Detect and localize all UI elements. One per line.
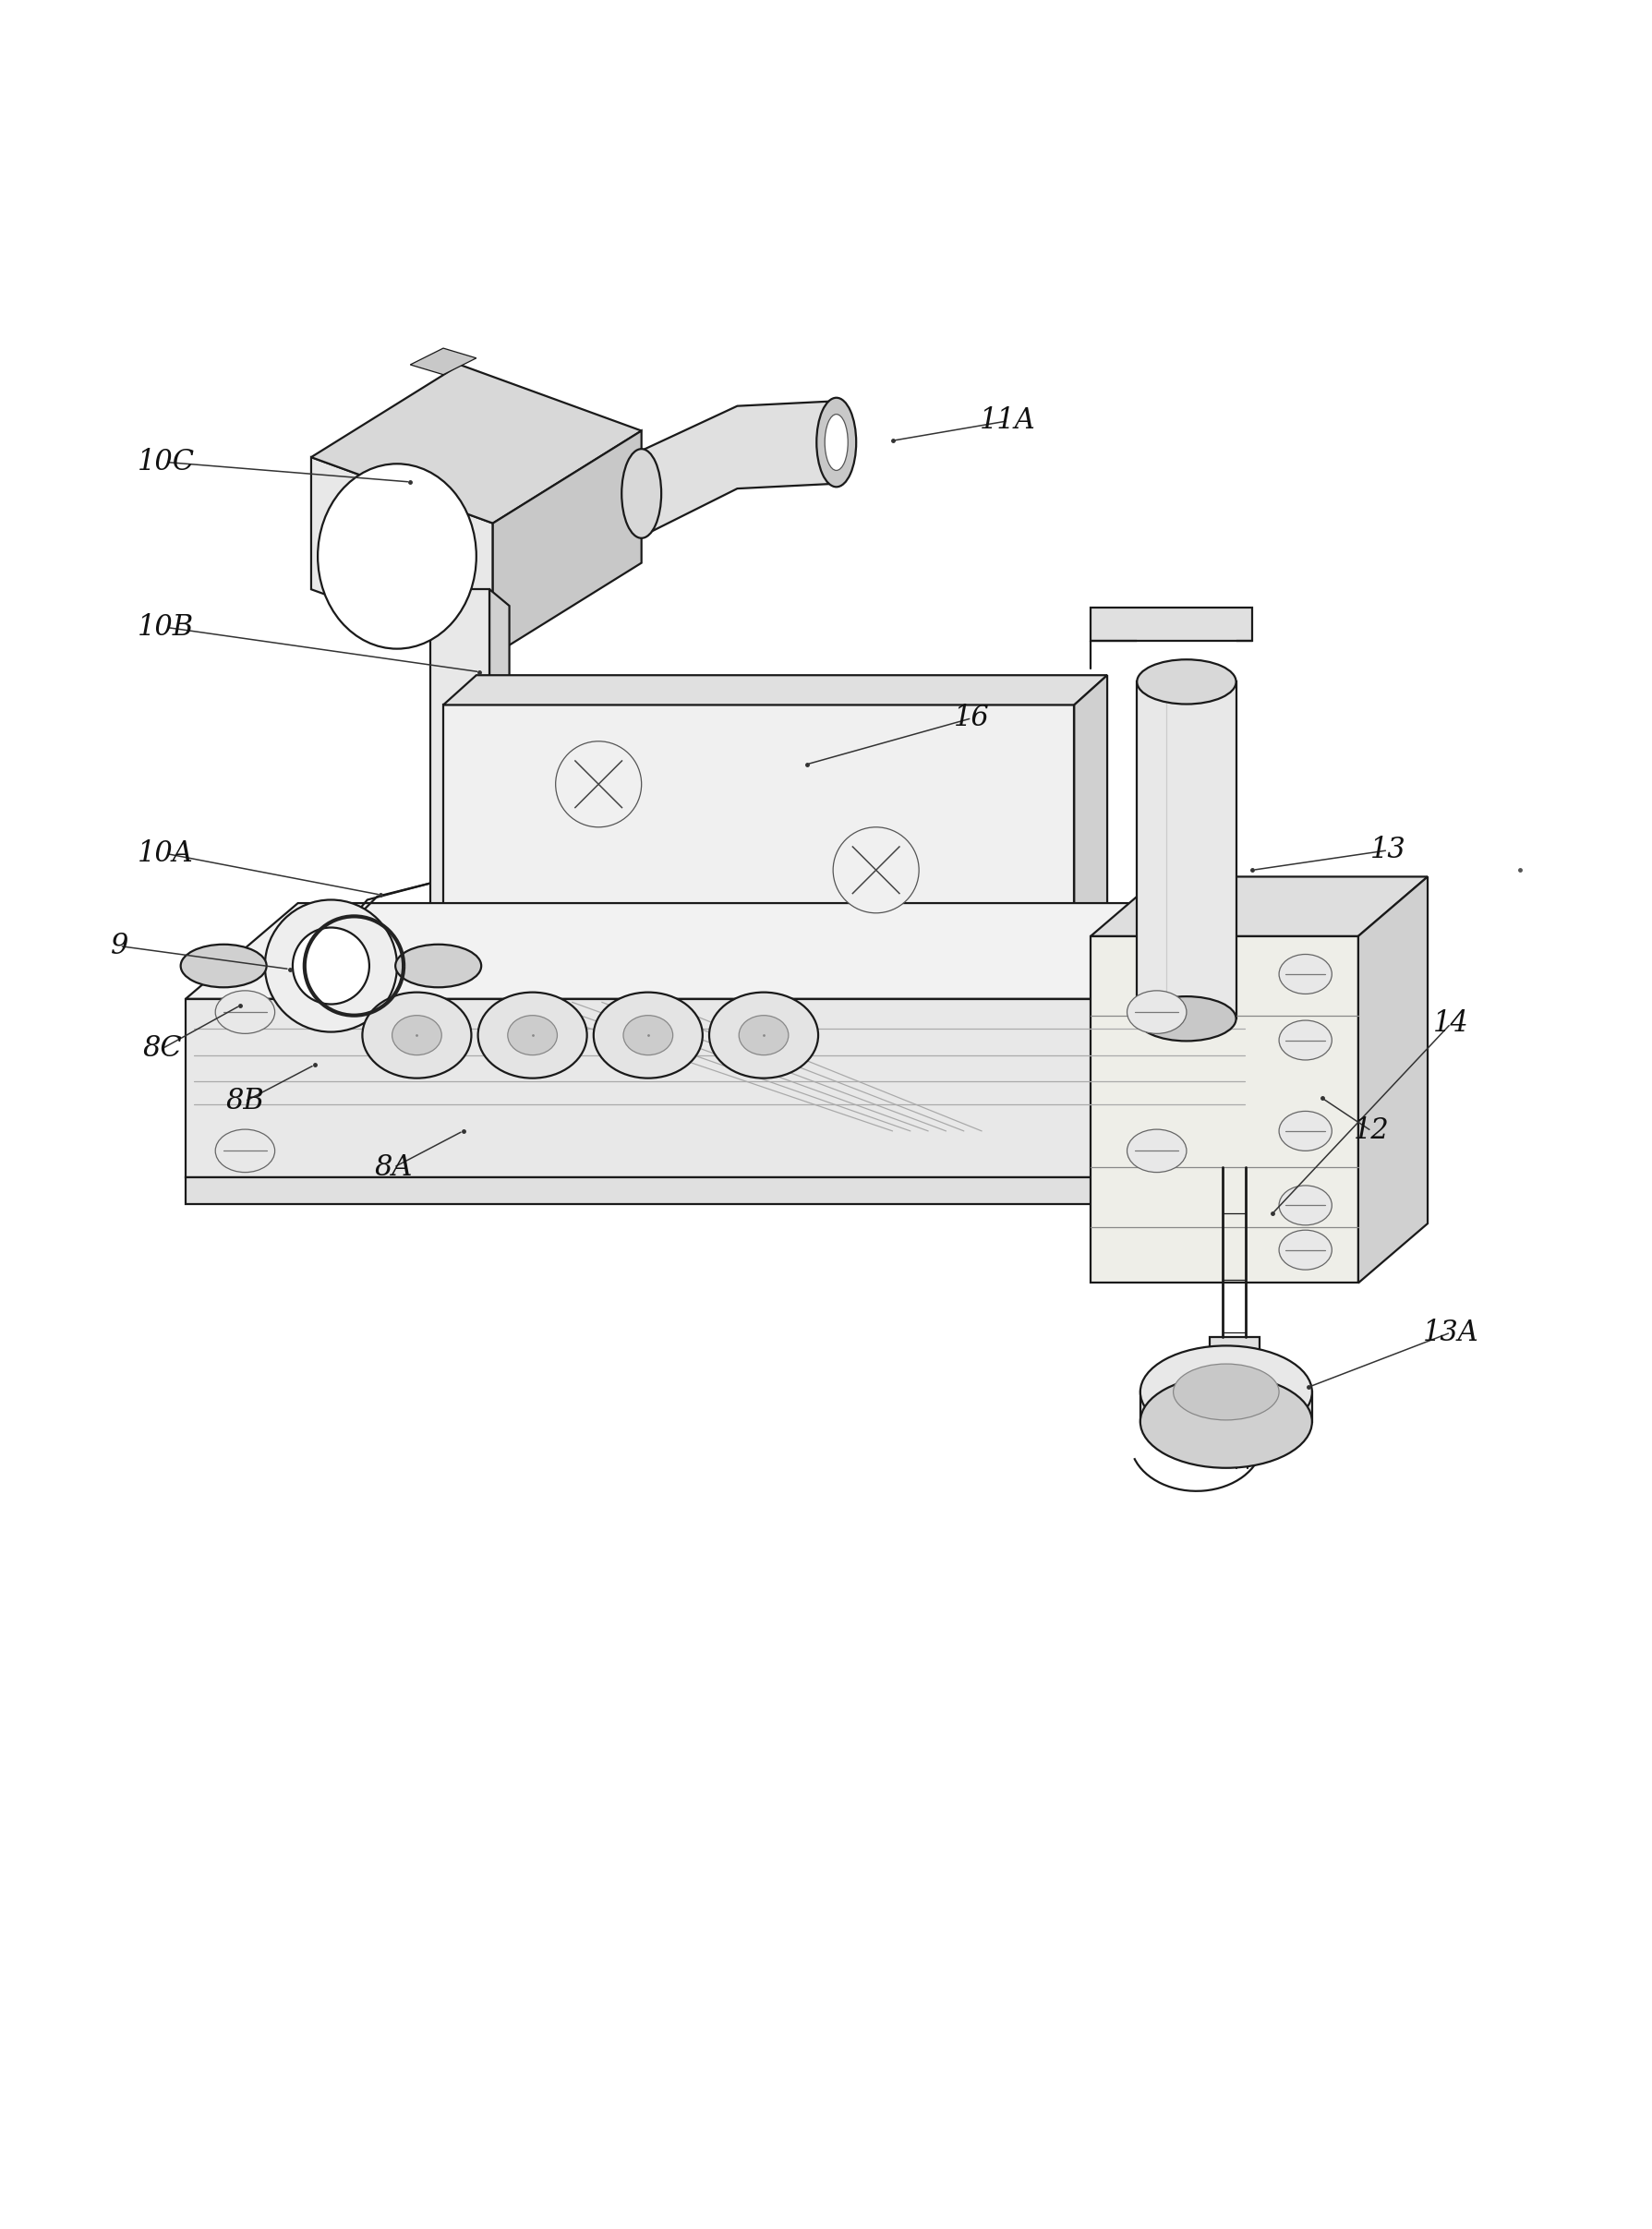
Ellipse shape xyxy=(292,927,368,1005)
Ellipse shape xyxy=(507,1016,557,1054)
Text: 9: 9 xyxy=(111,932,129,961)
Ellipse shape xyxy=(1279,1186,1332,1226)
Ellipse shape xyxy=(1137,660,1236,704)
Ellipse shape xyxy=(816,397,856,486)
Polygon shape xyxy=(185,999,1252,1177)
Ellipse shape xyxy=(215,1130,274,1172)
Text: 13: 13 xyxy=(1370,836,1406,865)
Text: 12: 12 xyxy=(1353,1117,1389,1146)
Polygon shape xyxy=(1090,876,1427,936)
Ellipse shape xyxy=(1127,990,1186,1034)
Ellipse shape xyxy=(833,827,919,914)
Ellipse shape xyxy=(1279,1021,1332,1061)
Ellipse shape xyxy=(392,1016,441,1054)
Text: 13A: 13A xyxy=(1422,1317,1479,1346)
Ellipse shape xyxy=(623,1016,672,1054)
Ellipse shape xyxy=(395,945,481,987)
Polygon shape xyxy=(185,903,1365,999)
Text: 10A: 10A xyxy=(137,840,193,867)
Ellipse shape xyxy=(477,992,586,1079)
Ellipse shape xyxy=(362,992,471,1079)
Polygon shape xyxy=(1090,609,1252,640)
Ellipse shape xyxy=(621,448,661,537)
Ellipse shape xyxy=(709,992,818,1079)
Ellipse shape xyxy=(215,990,274,1034)
Text: 16: 16 xyxy=(953,704,990,733)
Text: 8A: 8A xyxy=(375,1152,413,1181)
Ellipse shape xyxy=(180,945,266,987)
Text: 8B: 8B xyxy=(226,1088,264,1114)
Ellipse shape xyxy=(317,464,476,649)
Polygon shape xyxy=(1140,1391,1312,1422)
Ellipse shape xyxy=(1140,1346,1312,1438)
Polygon shape xyxy=(1252,1081,1365,1204)
Polygon shape xyxy=(492,430,641,655)
Ellipse shape xyxy=(1140,1375,1312,1469)
Polygon shape xyxy=(1090,936,1358,1284)
Polygon shape xyxy=(1209,1337,1259,1360)
Polygon shape xyxy=(377,945,1090,970)
Text: 10C: 10C xyxy=(137,448,195,477)
Text: 8C: 8C xyxy=(142,1034,182,1063)
Ellipse shape xyxy=(1279,1112,1332,1150)
Ellipse shape xyxy=(738,1016,788,1054)
Polygon shape xyxy=(311,366,641,524)
Polygon shape xyxy=(311,457,492,655)
Ellipse shape xyxy=(1279,1230,1332,1271)
Text: 14: 14 xyxy=(1432,1010,1469,1039)
Text: 10B: 10B xyxy=(137,613,193,642)
Polygon shape xyxy=(443,704,1074,945)
Ellipse shape xyxy=(555,742,641,827)
Polygon shape xyxy=(430,588,489,950)
Ellipse shape xyxy=(824,415,847,470)
Polygon shape xyxy=(1074,675,1107,945)
Polygon shape xyxy=(1358,876,1427,1284)
Text: 11A: 11A xyxy=(980,406,1036,435)
Ellipse shape xyxy=(1127,1130,1186,1172)
Ellipse shape xyxy=(1137,996,1236,1041)
Polygon shape xyxy=(410,348,476,374)
Ellipse shape xyxy=(1279,954,1332,994)
Polygon shape xyxy=(443,675,1107,704)
Polygon shape xyxy=(185,1177,1252,1204)
Polygon shape xyxy=(1252,903,1365,1177)
Polygon shape xyxy=(489,588,509,965)
Ellipse shape xyxy=(264,901,396,1032)
Ellipse shape xyxy=(593,992,702,1079)
Polygon shape xyxy=(641,401,836,537)
Polygon shape xyxy=(1137,682,1236,1019)
Polygon shape xyxy=(377,921,1120,945)
Ellipse shape xyxy=(1173,1364,1279,1420)
